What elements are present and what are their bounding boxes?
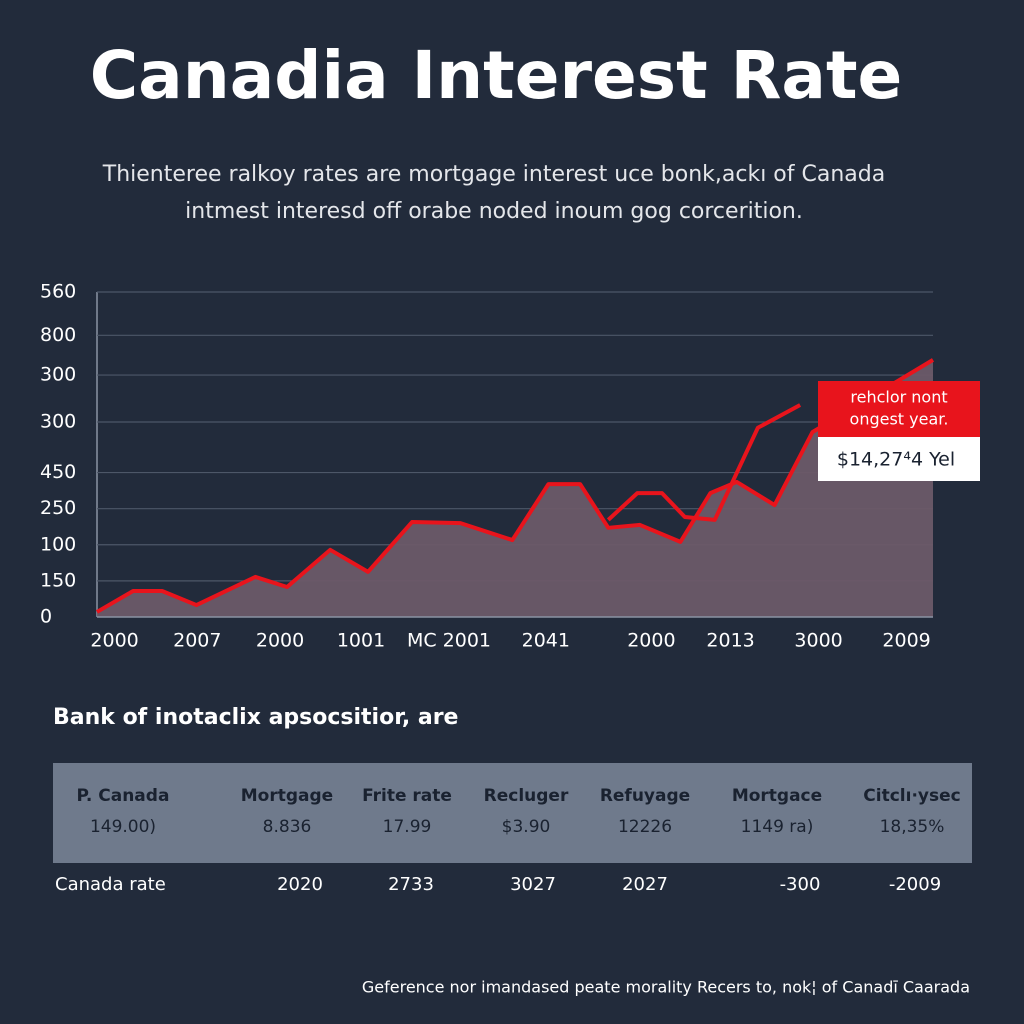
subtitle: intmest interesd off orabe noded inoum g… bbox=[185, 199, 803, 224]
callout-body bbox=[818, 437, 980, 481]
y-tick-label: 300 bbox=[40, 364, 76, 386]
x-tick-label: 3000 bbox=[794, 630, 842, 652]
row-value: -2009 bbox=[889, 874, 941, 895]
table-bg bbox=[53, 763, 972, 863]
table-cell: 17.99 bbox=[383, 817, 432, 837]
table-header: Mortgage bbox=[241, 786, 333, 806]
line bbox=[95, 358, 935, 614]
x-tick-label: 2007 bbox=[173, 630, 221, 652]
x-tick-label: 2000 bbox=[627, 630, 675, 652]
table-cell: $3.90 bbox=[502, 817, 551, 837]
line bbox=[606, 403, 802, 522]
table-header: Refuyage bbox=[600, 786, 690, 806]
table: P. Canada Mortgage Frite rate Recluger Refuy… bbox=[55, 786, 961, 895]
x-tick-label: MC 2001 bbox=[407, 630, 491, 652]
table-cell: 12226 bbox=[618, 817, 672, 837]
x-tick-label: 2000 bbox=[256, 630, 304, 652]
y-tick-label: 450 bbox=[40, 461, 76, 483]
callout-text: rehclor nont bbox=[850, 388, 947, 407]
footer: Geference nor imandased peate morality R… bbox=[362, 978, 970, 997]
row-label: Canada rate bbox=[55, 874, 166, 895]
area bbox=[97, 359, 933, 617]
row-value: 2027 bbox=[622, 874, 668, 895]
subtitle: Thienteree ralkoy rates are mortgage int… bbox=[102, 162, 885, 187]
row-value: -300 bbox=[780, 874, 821, 895]
table-cell: 18,35% bbox=[880, 817, 945, 837]
table-cell: 1149 ra) bbox=[741, 817, 814, 837]
y-tick-label: 300 bbox=[40, 411, 76, 433]
y-tick-label: 250 bbox=[40, 497, 76, 519]
table-cell: 8.836 bbox=[263, 817, 312, 837]
y-tick-label: 560 bbox=[40, 281, 76, 303]
callout-header bbox=[818, 381, 980, 437]
row-value: 2733 bbox=[388, 874, 434, 895]
title: Canadia Interest Rate bbox=[90, 37, 903, 114]
table-header: Recluger bbox=[484, 786, 569, 806]
x-tick-label: 2009 bbox=[882, 630, 930, 652]
table-title: Bank of inotaclix apsocsitior, are bbox=[53, 705, 458, 730]
callout-text: ongest year. bbox=[850, 410, 949, 429]
x-tick-label: 1001 bbox=[337, 630, 385, 652]
table-cell: 149.00) bbox=[90, 817, 156, 837]
x-tick-label: 2000 bbox=[90, 630, 138, 652]
x-tick-label: 2013 bbox=[706, 630, 754, 652]
y-tick-label: 800 bbox=[40, 324, 76, 346]
table-header: Frite rate bbox=[362, 786, 452, 806]
x-tick-label: 2041 bbox=[522, 630, 570, 652]
y-tick-label: 0 bbox=[40, 606, 52, 628]
table-header: Mortgace bbox=[732, 786, 822, 806]
row-value: 2020 bbox=[277, 874, 323, 895]
y-tick-label: 150 bbox=[40, 569, 76, 591]
row-value: 3027 bbox=[510, 874, 556, 895]
y-tick-label: 100 bbox=[40, 533, 76, 555]
plot: 0 150 100 250 450 300 300 800 560 2000 2007 2000 100… bbox=[40, 281, 935, 652]
callout-value: $14,27⁴4 Yel bbox=[837, 449, 955, 471]
table-header: Citclı·ysec bbox=[863, 786, 960, 806]
table-header: P. Canada bbox=[77, 786, 170, 806]
